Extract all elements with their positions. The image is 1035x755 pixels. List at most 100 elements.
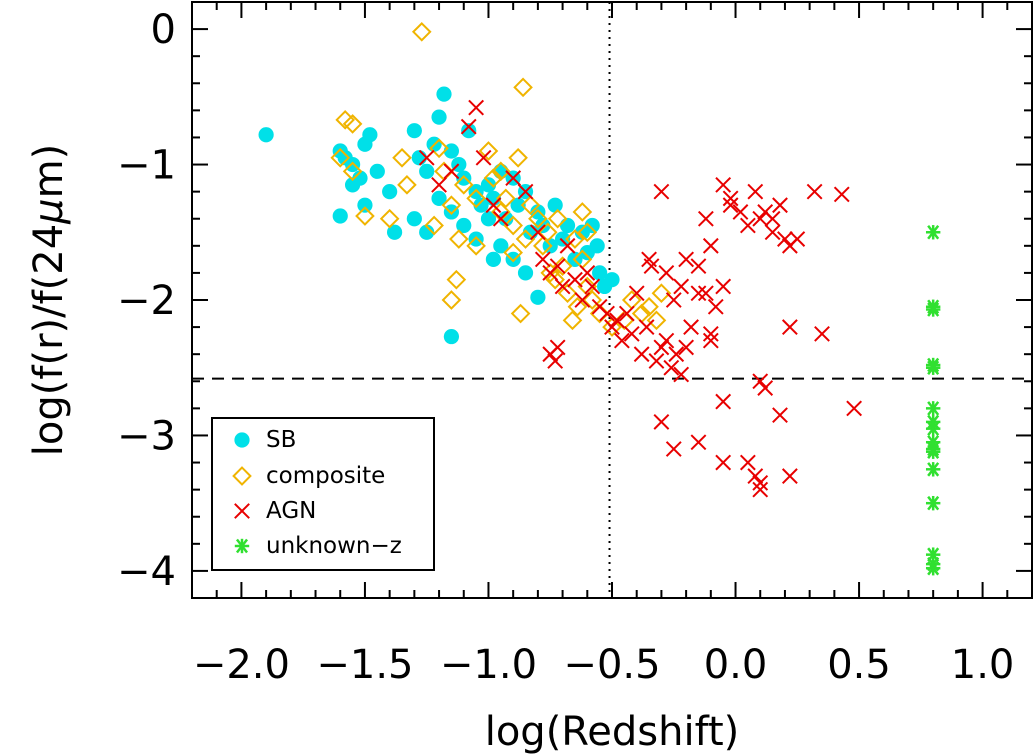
data-point-agn <box>658 265 675 281</box>
data-point-agn <box>732 204 749 220</box>
data-point-sb <box>485 251 502 267</box>
data-point-agn <box>752 210 769 227</box>
data-point-composite <box>342 161 363 182</box>
data-point-composite <box>453 175 474 195</box>
data-point-sb <box>419 224 435 240</box>
data-point-agn <box>567 271 583 288</box>
y-tick-label: −2 <box>117 278 176 324</box>
data-point-composite <box>508 147 528 168</box>
data-point-composite <box>429 138 449 159</box>
data-point-sb <box>386 224 403 240</box>
data-point-agn <box>641 251 657 268</box>
data-point-agn <box>633 346 650 363</box>
data-point-composite <box>441 195 462 215</box>
data-point-sb <box>530 204 546 220</box>
data-point-agn <box>468 99 485 116</box>
data-point-composite <box>342 114 363 134</box>
y-axis-title-part-1: log(f(r)/f(24 <box>26 224 72 456</box>
data-point-agn <box>846 400 863 417</box>
data-point-sb <box>258 127 274 143</box>
data-point-agn <box>529 224 546 241</box>
x-tick-label: −1.5 <box>316 642 413 688</box>
data-point-agn <box>747 468 764 484</box>
data-point-agn <box>547 353 564 369</box>
data-point-agn <box>628 285 645 302</box>
data-point-agn <box>554 278 571 295</box>
data-point-composite <box>478 141 499 161</box>
data-point-composite <box>520 195 541 215</box>
data-point-agn <box>722 197 739 214</box>
legend: SB composite AGN unknown−z <box>211 417 435 571</box>
data-point-composite <box>547 208 568 229</box>
data-point-agn <box>443 163 460 180</box>
data-point-composite <box>466 236 486 256</box>
data-point-composite <box>510 303 531 324</box>
data-point-unknown-z <box>925 560 941 576</box>
data-point-agn <box>752 474 769 491</box>
data-point-agn <box>665 441 682 457</box>
data-point-composite <box>411 21 432 42</box>
data-point-sb <box>510 197 526 213</box>
data-point-composite <box>355 206 375 226</box>
y-tick-label: −1 <box>117 143 176 189</box>
data-point-agn <box>485 197 502 214</box>
data-point-agn <box>517 183 534 200</box>
data-point-sb <box>592 265 608 281</box>
reference-lines <box>192 2 1032 598</box>
data-point-sb <box>436 86 452 102</box>
data-point-sb <box>344 156 361 173</box>
x-tick-label: 0.5 <box>827 642 891 688</box>
legend-label-agn: AGN <box>266 498 316 524</box>
data-point-composite <box>503 242 523 263</box>
x-axis-title: log(Redshift) <box>485 709 740 755</box>
data-point-sb <box>362 127 378 143</box>
data-point-composite <box>483 168 504 188</box>
data-point-agn <box>715 393 732 410</box>
data-point-composite <box>552 256 573 276</box>
data-point-agn <box>609 312 625 329</box>
data-point-sb <box>406 123 422 139</box>
data-point-composite <box>545 269 565 290</box>
legend-marker-composite <box>232 466 252 486</box>
data-point-agn <box>764 210 781 227</box>
series-composite <box>330 21 672 337</box>
data-point-agn <box>431 176 447 193</box>
data-point-composite <box>495 188 516 209</box>
data-point-agn <box>690 285 707 302</box>
data-point-agn <box>702 332 719 349</box>
data-point-agn <box>648 353 665 369</box>
data-point-agn <box>789 231 806 247</box>
data-point-composite <box>533 236 553 256</box>
series-sb <box>258 86 620 345</box>
data-point-composite <box>577 222 598 243</box>
data-point-agn <box>722 190 739 207</box>
data-point-composite <box>330 147 351 168</box>
data-point-composite <box>557 283 578 304</box>
data-point-composite <box>503 215 523 236</box>
data-point-sb <box>505 251 521 267</box>
data-point-agn <box>757 380 774 396</box>
legend-marker-agn <box>234 503 250 519</box>
data-point-agn <box>690 258 707 275</box>
series-agn <box>418 99 863 498</box>
y-tick-labels: 0 −1 −2 −3 −4 <box>117 7 176 595</box>
data-point-agn <box>663 359 680 376</box>
x-tick-label: 1.0 <box>951 642 1015 688</box>
data-point-unknown-z <box>925 401 941 416</box>
x-tick-label: −0.5 <box>563 642 660 688</box>
legend-box <box>211 417 435 571</box>
data-point-agn <box>702 237 719 254</box>
data-point-agn <box>542 346 559 363</box>
data-point-agn <box>781 468 798 484</box>
data-point-composite <box>491 161 511 182</box>
data-point-composite <box>528 208 548 229</box>
data-point-sb <box>332 208 348 224</box>
data-point-agn <box>702 325 719 342</box>
data-point-composite <box>651 283 672 304</box>
data-point-agn <box>777 231 793 247</box>
data-points <box>258 21 941 576</box>
data-point-agn <box>559 237 576 254</box>
y-axis-title: log(f(r)/f(24μm) <box>26 144 72 456</box>
x-tick-label: −1.0 <box>440 642 537 688</box>
